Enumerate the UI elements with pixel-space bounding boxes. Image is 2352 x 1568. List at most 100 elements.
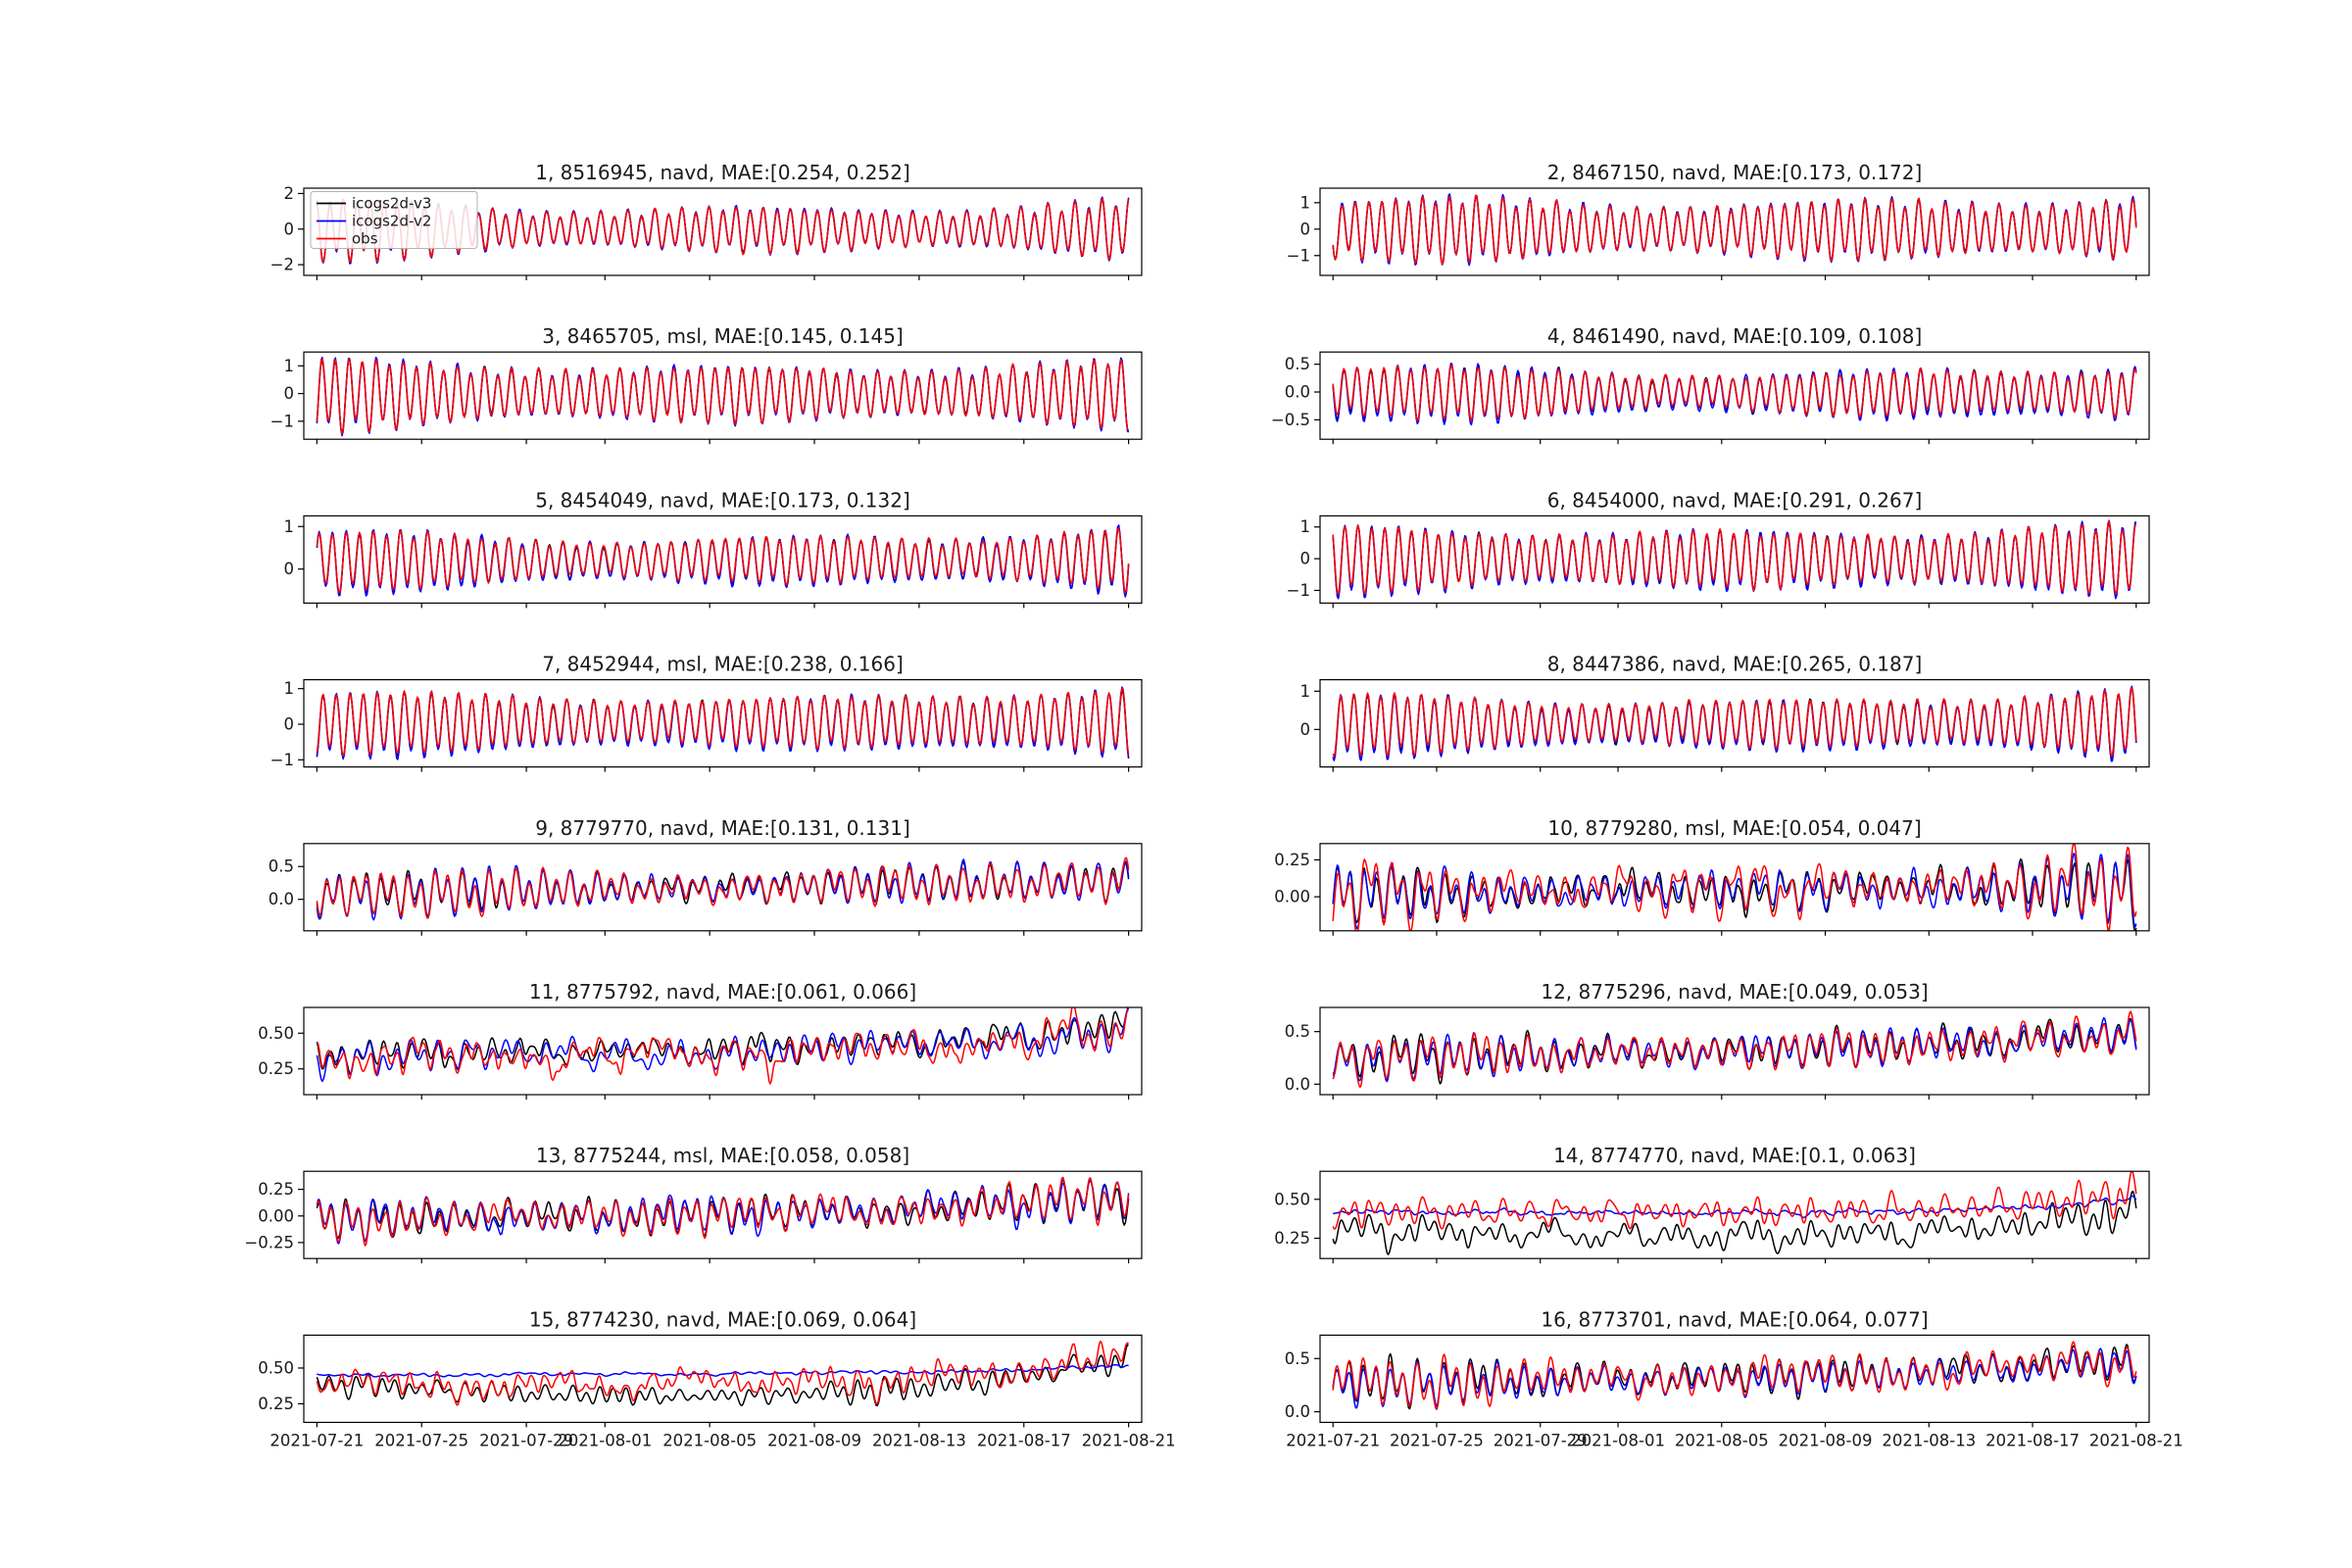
y-tick-label: 1	[284, 357, 295, 375]
series-obs	[1332, 843, 2137, 931]
subplot-12: 12, 8775296, navd, MAE:[0.049, 0.053] 0.5…	[1285, 980, 2150, 1100]
subplot-title-11: 11, 8775792, navd, MAE:[0.061, 0.066]	[529, 980, 916, 1004]
subplot-title-13: 13, 8775244, msl, MAE:[0.058, 0.058]	[536, 1144, 909, 1167]
x-tick-label: 2021-08-01	[1571, 1431, 1665, 1449]
legend-box	[310, 191, 478, 249]
y-tick-label: 0.5	[269, 858, 294, 876]
subplot-title-9: 9, 8779770, navd, MAE:[0.131, 0.131]	[535, 816, 910, 840]
y-tick-label: 0	[284, 560, 295, 578]
y-tick-label: 0.25	[258, 1180, 294, 1199]
subplot-title-5: 5, 8454049, navd, MAE:[0.173, 0.132]	[535, 488, 910, 512]
y-tick-label: 0.00	[258, 1206, 294, 1225]
series-obs	[316, 1007, 1129, 1085]
axes-frame	[303, 678, 1143, 768]
series-obs	[1332, 1010, 2137, 1089]
y-tick-label: 0.25	[1274, 1229, 1310, 1248]
y-tick-label: 0.50	[258, 1358, 294, 1377]
subplot-title-15: 15, 8774230, navd, MAE:[0.069, 0.064]	[529, 1307, 916, 1331]
series-icogs2d-v3	[1332, 1190, 2137, 1255]
y-tick-label: 0.0	[1285, 383, 1310, 402]
subplot-2: 2, 8467150, navd, MAE:[0.173, 0.172] 1 0 −1	[1287, 161, 2150, 280]
series-icogs2d-v2	[317, 1363, 1129, 1378]
y-tick-label: 0.0	[1285, 1402, 1310, 1421]
y-tick-label: 2	[284, 184, 295, 203]
y-tick-label: 0	[1300, 550, 1311, 568]
subplot-title-3: 3, 8465705, msl, MAE:[0.145, 0.145]	[542, 324, 904, 348]
y-tick-label: 1	[284, 679, 295, 698]
series-icogs2d-v2	[1332, 853, 2137, 930]
axes-frame	[1319, 1170, 2150, 1259]
y-tick-label: −2	[270, 256, 294, 274]
y-tick-label: 0	[1300, 220, 1311, 238]
x-tick-label: 2021-08-05	[662, 1431, 757, 1449]
subplot-title-12: 12, 8775296, navd, MAE:[0.049, 0.053]	[1541, 980, 1928, 1004]
y-tick-label: 1	[1300, 517, 1311, 536]
axes-frame	[303, 187, 1143, 276]
y-tick-label: 0	[284, 384, 295, 403]
axes-frame	[303, 1170, 1143, 1259]
series-icogs2d-v3	[1332, 687, 2137, 761]
legend-label-obs: obs	[352, 230, 378, 248]
series-obs	[316, 358, 1130, 435]
x-tick-label: 2021-07-25	[1390, 1431, 1484, 1449]
series-obs	[1332, 365, 2137, 422]
subplot-4: 4, 8461490, navd, MAE:[0.109, 0.108] 0.5 0…	[1271, 324, 2150, 445]
x-tick-label: 2021-08-17	[1985, 1431, 2080, 1449]
axes-frame	[1319, 187, 2150, 276]
series-icogs2d-v2	[316, 356, 1130, 437]
y-tick-label: 0.00	[1274, 888, 1310, 906]
axes-frame	[1319, 843, 2150, 932]
y-tick-label: 0	[284, 715, 295, 734]
subplot-10: 10, 8779280, msl, MAE:[0.054, 0.047] 0.25…	[1274, 816, 2150, 936]
x-tick-label: 2021-07-21	[270, 1431, 364, 1449]
x-tick-label: 2021-08-01	[558, 1431, 652, 1449]
y-tick-label: −1	[270, 751, 294, 769]
series-icogs2d-v3	[316, 358, 1130, 434]
x-tick-label: 2021-07-25	[374, 1431, 468, 1449]
y-tick-label: 0.5	[1285, 1022, 1310, 1041]
subplot-14: 14, 8774770, navd, MAE:[0.1, 0.063] 0.50 0…	[1274, 1144, 2150, 1264]
y-tick-label: 0.25	[258, 1395, 294, 1413]
series-obs	[1332, 686, 2137, 758]
subplot-title-4: 4, 8461490, navd, MAE:[0.109, 0.108]	[1547, 324, 1923, 348]
x-tick-label: 2021-08-05	[1675, 1431, 1769, 1449]
y-tick-label: 0	[284, 220, 295, 238]
subplot-1: 1, 8516945, navd, MAE:[0.254, 0.252] 2 0 −2…	[270, 161, 1143, 280]
x-tick-label: 2021-07-29	[1494, 1431, 1588, 1449]
series-icogs2d-v2	[316, 686, 1130, 760]
axes-frame	[1319, 1006, 2150, 1096]
series-obs	[316, 1340, 1129, 1406]
series-icogs2d-v3	[316, 1007, 1130, 1075]
series-obs	[316, 527, 1130, 594]
x-tick-label: 2021-07-29	[479, 1431, 573, 1449]
y-tick-label: 0.0	[1285, 1075, 1310, 1094]
subplot-title-10: 10, 8779280, msl, MAE:[0.054, 0.047]	[1547, 816, 1921, 840]
series-obs	[316, 1176, 1130, 1247]
subplot-title-6: 6, 8454000, navd, MAE:[0.291, 0.267]	[1547, 488, 1923, 512]
x-tick-label: 2021-08-13	[1882, 1431, 1976, 1449]
y-tick-label: −1	[1287, 581, 1310, 600]
subplot-15: 15, 8774230, navd, MAE:[0.069, 0.064] 0.5…	[258, 1307, 1175, 1449]
subplot-5: 5, 8454049, navd, MAE:[0.173, 0.132] 1 0	[284, 488, 1143, 609]
subplot-8: 8, 8447386, navd, MAE:[0.265, 0.187] 1 0	[1300, 653, 2150, 772]
axes-frame	[303, 1334, 1143, 1424]
series-obs	[316, 687, 1130, 757]
subplot-16: 16, 8773701, navd, MAE:[0.064, 0.077] 0.5…	[1285, 1307, 2183, 1449]
y-tick-label: 1	[1300, 193, 1311, 212]
y-tick-label: 1	[284, 517, 295, 536]
x-tick-label: 2021-08-17	[977, 1431, 1071, 1449]
subplot-13: 13, 8775244, msl, MAE:[0.058, 0.058] 0.25…	[244, 1144, 1143, 1264]
subplot-11: 11, 8775792, navd, MAE:[0.061, 0.066] 0.5…	[258, 980, 1143, 1100]
y-tick-label: 0.50	[1274, 1190, 1310, 1208]
subplot-title-16: 16, 8773701, navd, MAE:[0.064, 0.077]	[1541, 1307, 1928, 1331]
x-tick-label: 2021-08-09	[767, 1431, 861, 1449]
series-obs	[316, 857, 1130, 919]
series-obs	[1332, 1171, 2137, 1230]
axes-frame	[303, 1006, 1143, 1096]
series-obs	[1332, 520, 2136, 596]
y-tick-label: 0.50	[258, 1024, 294, 1043]
y-tick-label: 0.25	[258, 1059, 294, 1078]
series-icogs2d-v2	[1332, 685, 2137, 762]
